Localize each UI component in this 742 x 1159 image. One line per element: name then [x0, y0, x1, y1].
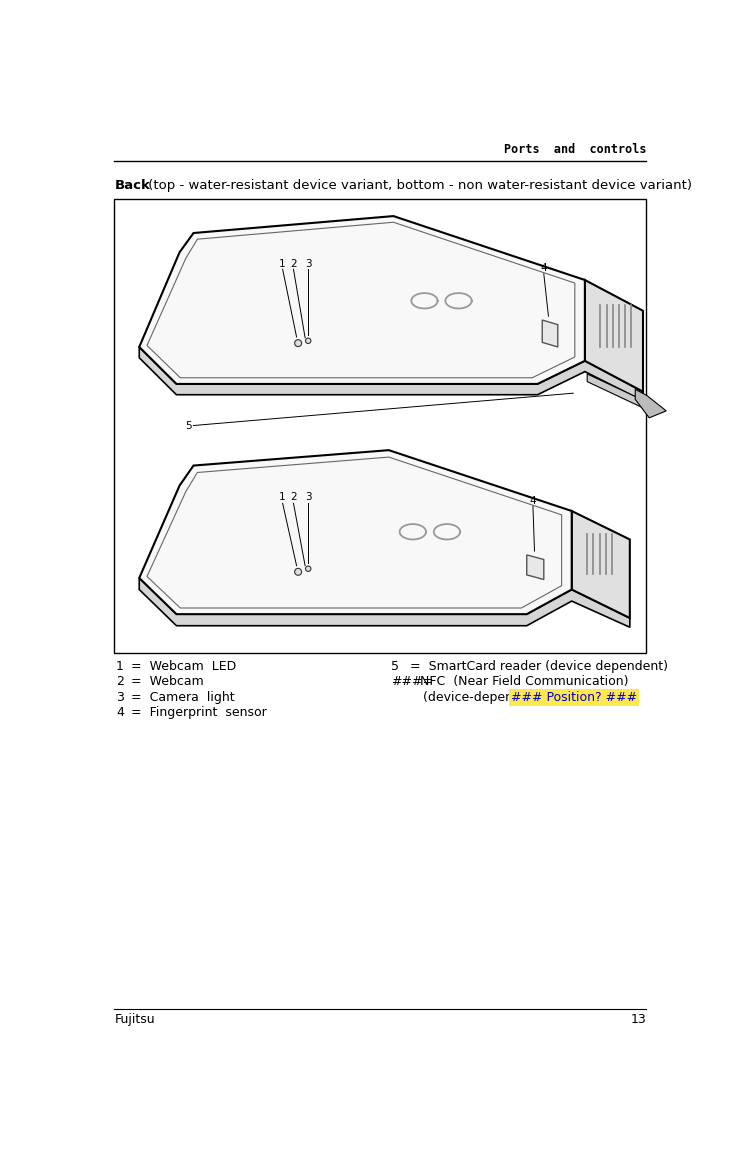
Text: 2: 2 [290, 493, 297, 502]
Text: 4: 4 [530, 496, 536, 506]
Polygon shape [635, 389, 666, 418]
Text: (top - water-resistant device variant, bottom - non water-resistant device varia: (top - water-resistant device variant, b… [144, 178, 692, 191]
Polygon shape [527, 555, 544, 580]
Circle shape [295, 568, 301, 575]
Polygon shape [542, 320, 558, 347]
Text: =  Webcam  LED: = Webcam LED [127, 659, 236, 673]
Text: 2: 2 [290, 258, 297, 269]
Polygon shape [587, 374, 645, 409]
Polygon shape [139, 347, 643, 401]
Bar [114, 199, 646, 654]
Polygon shape [585, 280, 643, 392]
Text: =  Fingerprint  sensor: = Fingerprint sensor [127, 706, 266, 720]
Text: 1: 1 [279, 258, 286, 269]
Text: ### Position? ###: ### Position? ### [511, 691, 637, 704]
Text: 5: 5 [391, 659, 399, 673]
Polygon shape [139, 450, 571, 614]
Text: 1: 1 [116, 659, 124, 673]
Text: 2: 2 [116, 676, 124, 688]
Text: NFC  (Near Field Communication): NFC (Near Field Communication) [416, 676, 628, 688]
Text: 3: 3 [116, 691, 124, 704]
Text: =  Camera  light: = Camera light [127, 691, 234, 704]
Text: Back: Back [114, 178, 151, 191]
Text: 4: 4 [540, 263, 547, 274]
Polygon shape [139, 216, 585, 384]
Text: 13: 13 [631, 1013, 646, 1026]
Circle shape [306, 566, 311, 571]
Polygon shape [139, 578, 630, 627]
Text: =  SmartCard reader (device dependent): = SmartCard reader (device dependent) [402, 659, 668, 673]
Circle shape [306, 338, 311, 343]
Text: 3: 3 [305, 258, 312, 269]
Text: =  Webcam: = Webcam [127, 676, 203, 688]
Text: 1: 1 [279, 493, 286, 502]
Text: 4: 4 [116, 706, 124, 720]
Text: (device-dependent): (device-dependent) [391, 691, 551, 704]
Text: 5: 5 [185, 421, 191, 430]
Text: Fujitsu: Fujitsu [114, 1013, 155, 1026]
Text: 3: 3 [305, 493, 312, 502]
Text: Ports  and  controls: Ports and controls [504, 144, 646, 156]
Polygon shape [571, 511, 630, 618]
Text: ###=: ###= [391, 676, 433, 688]
Circle shape [295, 340, 301, 347]
